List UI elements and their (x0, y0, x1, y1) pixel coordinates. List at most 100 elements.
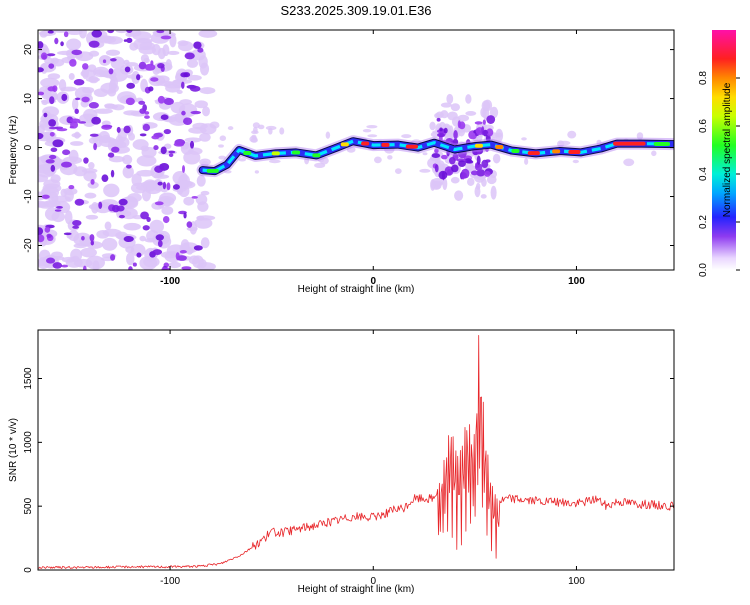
noise-blob-dark (146, 216, 151, 222)
noise-blob-dark (136, 74, 141, 81)
ridge-halo-blob (319, 156, 329, 165)
disturbed-blob-dark (438, 170, 448, 180)
noise-blob-dark (152, 249, 163, 255)
noise-blob-dark (83, 157, 89, 164)
noise-blob-light (184, 137, 202, 143)
noise-blob-dark (107, 30, 114, 34)
noise-blob-light (198, 30, 218, 38)
noise-blob-dark (139, 133, 147, 137)
ridge-hot-segment (243, 150, 252, 155)
noise-blob-light (68, 149, 79, 163)
noise-blob-dark (183, 72, 191, 78)
noise-blob-light (201, 161, 209, 168)
noise-blob-dark (138, 61, 147, 70)
noise-blob-dark (50, 147, 58, 153)
noise-blob-light (71, 255, 80, 262)
noise-blob-dark (154, 201, 164, 206)
disturbed-blob-dark (477, 149, 481, 155)
disturbed-blob-light (440, 110, 449, 119)
noise-blob-dark (41, 194, 50, 199)
noise-blob-light (183, 196, 195, 206)
noise-blob-light (199, 87, 216, 95)
noise-blob-dark (54, 126, 64, 129)
disturbed-blob-light (440, 102, 452, 108)
noise-blob-dark (142, 123, 151, 132)
disturbed-blob-light (492, 153, 501, 164)
noise-blob-light (161, 206, 174, 215)
disturbed-blob-light (480, 194, 487, 199)
ridge-hot-segment (495, 144, 504, 149)
noise-blob-light (40, 77, 60, 88)
ridge-hot-segment (653, 141, 670, 146)
disturbed-blob-dark (476, 169, 486, 177)
noise-blob-light (122, 154, 133, 165)
noise-blob-dark (162, 215, 170, 224)
snr-plot-area (38, 335, 674, 569)
noise-blob-light (94, 69, 105, 75)
noise-blob-dark (93, 142, 97, 151)
noise-blob-light (168, 261, 182, 269)
noise-blob-dark (181, 81, 185, 89)
disturbed-blob-light (434, 112, 441, 119)
noise-blob-dark (123, 39, 128, 42)
noise-blob-light (68, 230, 80, 242)
noise-blob-dark (163, 128, 172, 135)
noise-blob-dark (45, 159, 55, 164)
spectrogram-y-ticks: -20 -10 0 10 20 (23, 44, 674, 253)
noise-blob-dark (47, 86, 56, 92)
noise-blob-dark (136, 252, 142, 258)
noise-blob-dark (144, 63, 156, 71)
noise-blob-dark (72, 225, 80, 229)
noise-blob-light (200, 237, 210, 249)
noise-blob-light (136, 155, 157, 167)
noise-blob-light (38, 174, 49, 183)
noise-blob-dark (157, 240, 163, 248)
spectrogram-y-axis-label: Frequency (Hz) (8, 116, 19, 185)
noise-blob-dark (54, 209, 62, 212)
noise-blob-light (160, 251, 178, 259)
snr-panel: -100 0 100 0 500 1000 1500 Height of straight… (8, 329, 675, 595)
noise-blob-dark (46, 233, 52, 238)
disturbed-blob-light (483, 99, 493, 112)
ridge-halo-blob (521, 137, 527, 141)
noise-blob-light (103, 36, 123, 45)
disturbed-blob-dark (470, 170, 479, 176)
noise-blob-dark (68, 184, 75, 190)
noise-blob-dark (132, 262, 137, 267)
noise-blob-dark (90, 179, 95, 185)
noise-blob-light (126, 252, 135, 266)
noise-blob-dark (78, 121, 87, 124)
disturbed-blob-light (490, 185, 497, 200)
ridge-halo-blob (227, 126, 234, 131)
noise-blob-light (125, 31, 135, 38)
snr-x-axis-label: Height of straight line (km) (298, 584, 415, 595)
noise-blob-light (81, 66, 89, 80)
disturbed-blob-dark (486, 115, 496, 124)
noise-blob-light (80, 247, 97, 258)
noise-blob-light (170, 101, 186, 114)
disturbed-blob-dark (474, 163, 483, 171)
noise-blob-dark (151, 135, 160, 140)
ridge-hot-segment (312, 153, 321, 158)
noise-blob-dark (82, 63, 89, 70)
noise-blob-light (144, 237, 157, 243)
noise-blob-light (172, 79, 184, 89)
ridge-hot-segment (613, 141, 646, 146)
noise-blob-dark (126, 164, 132, 169)
ridge-halo-blob (387, 155, 393, 160)
disturbed-blob-light (442, 177, 448, 191)
snr-y-tick-label: 500 (23, 497, 34, 514)
spectral-ridge (196, 135, 674, 178)
ridge-halo-blob (268, 127, 273, 135)
noise-blob-dark (123, 236, 134, 243)
disturbed-blob-light (495, 128, 504, 143)
noise-blob-dark (107, 152, 115, 158)
noise-blob-light (101, 134, 111, 144)
noise-blob-dark (189, 85, 201, 92)
noise-blob-dark (118, 214, 125, 219)
snr-x-tick-label: 100 (568, 576, 585, 587)
noise-blob-light (87, 64, 97, 73)
noise-blob-dark (157, 62, 165, 69)
